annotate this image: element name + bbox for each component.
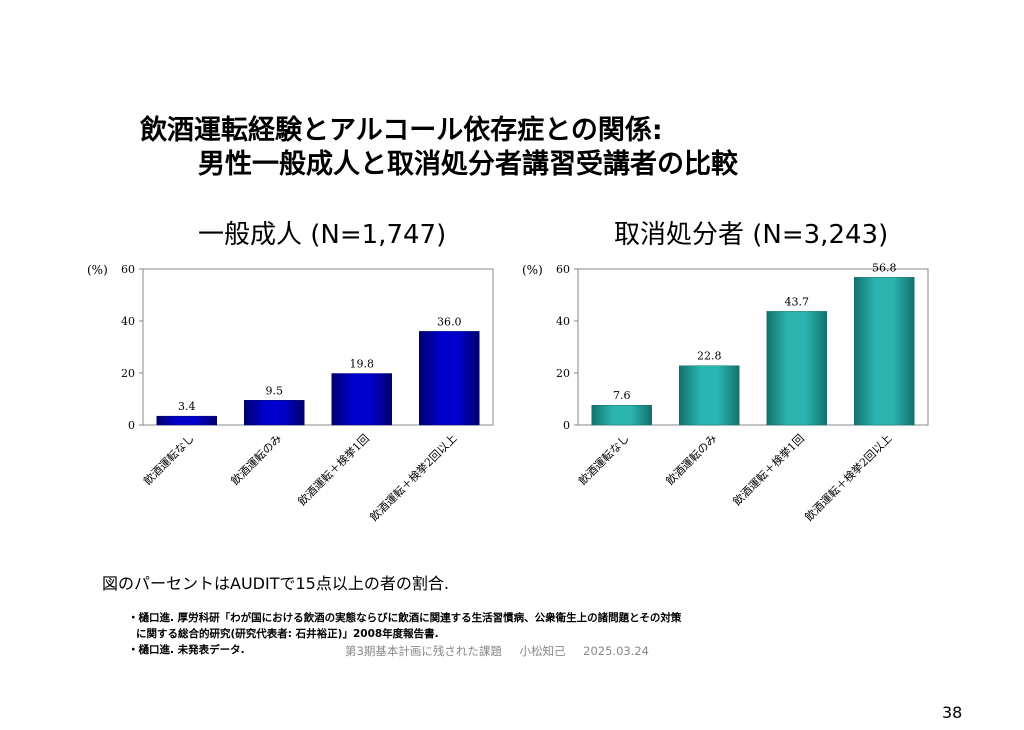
x-tick-label: 飲酒運転＋検挙1回 <box>730 431 807 508</box>
bar <box>419 331 480 426</box>
bar-chart-license-revoked: (%) 0 20 40 60 7.6 飲酒運転なし 22.8 飲酒運転のみ 43.7 飲酒運転＋検挙… <box>522 261 929 524</box>
x-tick-label: 飲酒運転＋検挙2回以上 <box>802 431 895 524</box>
data-label: 9.5 <box>266 384 284 397</box>
footer-date: 2025.03.24 <box>583 644 649 658</box>
x-tick-label: 飲酒運転のみ <box>228 431 285 488</box>
chart-title-license-revoked: 取消処分者 (N=3,243) <box>614 220 889 250</box>
data-label: 56.8 <box>872 261 897 274</box>
plot-area <box>577 268 929 426</box>
x-tick-label: 飲酒運転のみ <box>663 431 720 488</box>
bar <box>679 365 740 426</box>
bar <box>156 415 217 426</box>
slide-title-line1: 飲酒運転経験とアルコール依存症との関係: <box>140 115 663 146</box>
bar <box>244 400 305 426</box>
footer-text: 第3期基本計画に残された課題 <box>345 644 502 658</box>
x-tick-label: 飲酒運転＋検挙2回以上 <box>367 431 460 524</box>
data-label: 7.6 <box>613 389 631 402</box>
x-tick-label: 飲酒運転＋検挙1回 <box>295 431 372 508</box>
bar <box>331 373 392 426</box>
y-tick-label: 0 <box>128 419 135 432</box>
footer: 第3期基本計画に残された課題 小松知己 2025.03.24 <box>345 643 663 659</box>
y-tick-label: 40 <box>121 315 135 328</box>
plot-area <box>142 268 494 426</box>
y-axis-label: (%) <box>87 263 108 277</box>
reference-2: ・樋口進. 未発表データ. <box>128 644 245 656</box>
data-label: 3.4 <box>178 400 196 413</box>
data-label: 22.8 <box>697 350 722 363</box>
bar <box>591 404 652 426</box>
bar-chart-general-adults: (%) 0 20 40 60 3.4 飲酒運転なし 9.5 飲酒運転のみ 19.8 飲酒運転＋検挙1… <box>87 263 494 524</box>
bar <box>854 277 915 426</box>
page-number: 38 <box>942 703 963 722</box>
data-label: 19.8 <box>350 358 375 371</box>
y-axis-label: (%) <box>522 263 543 277</box>
footer-author: 小松知己 <box>519 644 566 658</box>
y-tick-label: 40 <box>556 315 570 328</box>
reference-1-line1: ・樋口進. 厚労科研「わが国における飲酒の実態ならびに飲酒に関連する生活習慣病、… <box>128 612 682 624</box>
y-tick-label: 60 <box>121 263 135 276</box>
figure-note: 図のパーセントはAUDITで15点以上の者の割合. <box>102 574 449 593</box>
y-tick-label: 20 <box>556 367 570 380</box>
bar <box>766 311 827 426</box>
x-tick-label: 飲酒運転なし <box>575 431 632 488</box>
y-tick-label: 0 <box>563 419 570 432</box>
slide-title-line2: 男性一般成人と取消処分者講習受講者の比較 <box>198 149 738 180</box>
y-tick-label: 60 <box>556 263 570 276</box>
x-tick-label: 飲酒運転なし <box>140 431 197 488</box>
data-label: 43.7 <box>785 295 810 308</box>
chart-title-general-adults: 一般成人 (N=1,747) <box>198 220 447 250</box>
data-label: 36.0 <box>437 315 462 328</box>
y-tick-label: 20 <box>121 367 135 380</box>
reference-1-line2: に関する総合的研究(研究代表者: 石井裕正)」2008年度報告書. <box>136 628 439 640</box>
